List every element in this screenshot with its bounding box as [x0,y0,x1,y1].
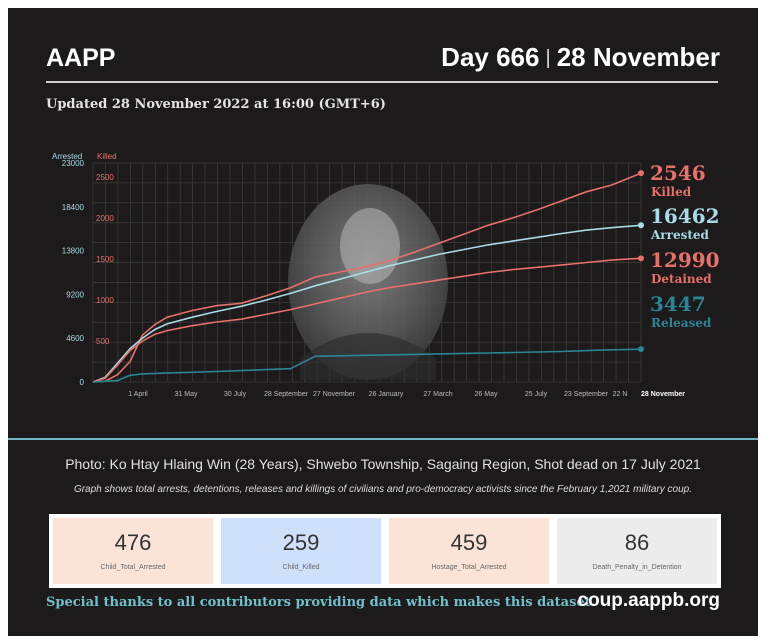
x-tick-label: 26 May [475,391,498,398]
x-tick-label: 30 July [224,391,247,398]
end-label-detained: Detained [651,272,712,286]
stat-label: Death_Penalty_in_Detention [592,564,682,571]
series-line-detained [92,257,642,383]
end-label-released: Released [651,316,712,330]
stat-value: 476 [114,530,152,555]
killed-tick-label: 2000 [96,214,114,223]
killed-tick-label: 1000 [96,296,114,305]
x-tick-label: 31 May [175,391,198,398]
arrested-tick-label: 0 [80,378,85,387]
killed-tick-label: 500 [96,337,110,346]
updated-timestamp: Updated 28 November 2022 at 16:00 (GMT+6… [46,97,386,112]
series-line-arrested [92,224,642,383]
day-title: Day 666 | 28 November [441,42,720,73]
stat-label: Child_Total_Arrested [100,564,166,571]
photo-caption: Photo: Ko Htay Hlaing Win (28 Years), Sh… [65,456,701,472]
arrested-tick-label: 23000 [62,159,85,168]
day-date: 28 November [556,42,720,72]
series-line-released [92,348,642,383]
arrested-tick-label: 9200 [66,290,84,299]
end-value-released: 3447 [650,292,706,316]
org-title: AAPP [46,44,116,72]
stat-card-child-killed: 259 Child_Killed [221,518,381,584]
title-divider [46,81,718,83]
killed-tick-label: 2500 [96,173,114,182]
x-tick-label: 27 November [313,391,356,398]
day-count: Day 666 [441,42,540,72]
stat-card-death-penalty: 86 Death_Penalty_in_Detention [557,518,717,584]
stat-card-child-arrested: 476 Child_Total_Arrested [53,518,213,584]
end-label-killed: Killed [651,185,692,199]
stat-label: Child_Killed [282,564,320,571]
cumulative-line-chart: Arrested Killed 23000 18400 13800 9200 4600 0 25… [52,152,720,398]
x-tick-label: 26 January [369,391,404,398]
end-value-killed: 2546 [650,161,706,185]
title-separator: | [545,47,551,69]
stat-card-hostage-arrested: 459 Hostage_Total_Arrested [389,518,549,584]
end-label-arrested: Arrested [650,228,710,242]
x-tick-label: 22 N [613,391,628,398]
killed-axis-title: Killed [97,152,117,161]
x-tick-label: 27 March [423,391,452,398]
series-end-point-detained [638,255,644,262]
series-end-point-arrested [638,222,644,229]
thanks-note: Special thanks to all contributors provi… [46,595,596,610]
stat-value: 259 [282,530,320,555]
stat-label: Hostage_Total_Arrested [431,564,507,571]
series-end-point-released [638,346,644,353]
arrested-tick-label: 18400 [62,203,85,212]
stat-value: 86 [624,530,650,555]
x-tick-label: 23 September [564,391,609,398]
end-value-detained: 12990 [650,248,720,272]
arrested-tick-label: 4600 [66,334,84,343]
victim-photo-shoulders [300,333,436,380]
victim-photo-face [340,208,400,284]
graph-note: Graph shows total arrests, detentions, r… [73,484,693,495]
end-value-arrested: 16462 [650,204,720,228]
x-tick-label: 28 September [264,391,309,398]
section-divider [8,438,758,440]
stat-value: 459 [450,530,488,555]
x-tick-label: 25 July [525,391,548,398]
series-line-killed [92,172,642,383]
x-tick-label: 28 November [641,391,685,398]
series-end-point-killed [638,170,644,177]
infographic-panel: AAPP Day 666 | 28 November Updated 28 Nove… [8,8,758,636]
site-link[interactable]: coup.aappb.org [577,590,721,611]
arrested-tick-label: 13800 [62,247,85,256]
x-tick-label: 1 April [128,391,148,398]
arrested-axis-title: Arrested [52,152,82,161]
stats-cards: 476 Child_Total_Arrested 259 Child_Kille… [49,514,721,588]
killed-tick-label: 1500 [96,255,114,264]
